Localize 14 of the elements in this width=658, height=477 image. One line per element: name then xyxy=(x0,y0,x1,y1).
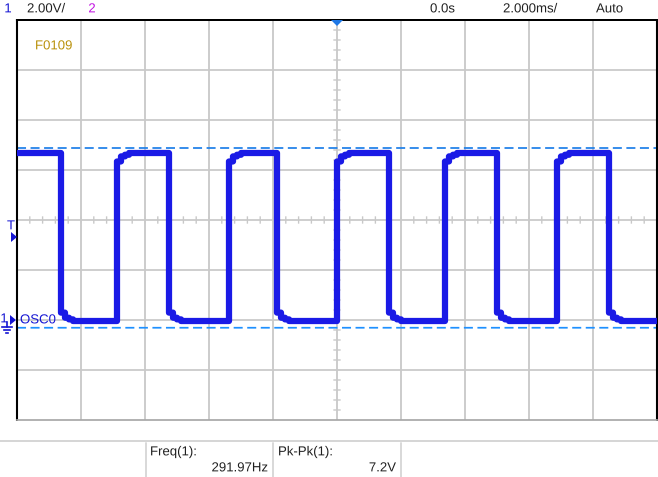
text: 0.0s xyxy=(430,3,454,13)
text: F0109 xyxy=(36,40,72,50)
text: 2.000ms/ xyxy=(504,2,558,13)
text: 2 xyxy=(88,3,96,12)
text: 7.2V xyxy=(370,462,396,472)
text: 1 xyxy=(5,3,12,12)
text: T xyxy=(7,220,15,230)
text: 1 xyxy=(1,313,8,322)
text: Auto xyxy=(596,3,623,13)
text: 2.00V/ xyxy=(28,2,66,13)
text: Pk-Pk(1): xyxy=(279,446,332,458)
text: 291.97Hz xyxy=(212,462,268,472)
annotation: OSC0 xyxy=(20,314,56,324)
text: Freq(1): xyxy=(151,446,196,458)
